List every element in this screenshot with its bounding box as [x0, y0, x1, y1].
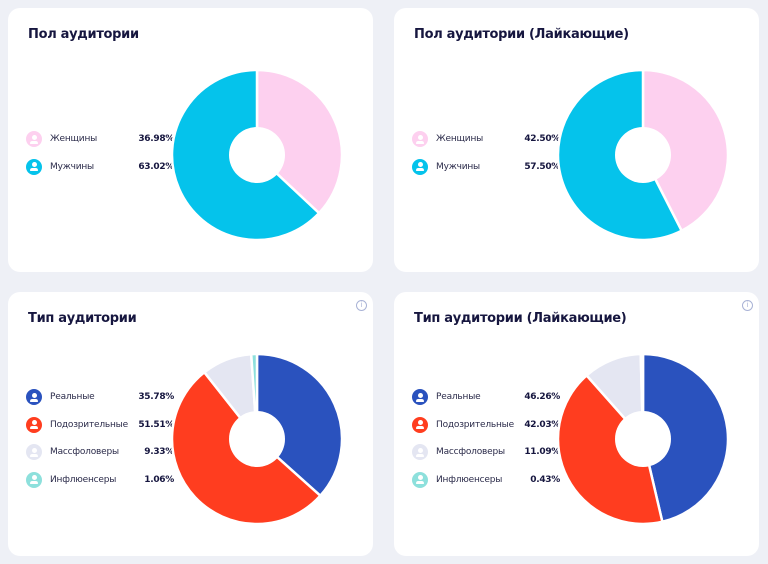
- user-icon: [412, 158, 428, 175]
- chart-title: Тип аудитории: [28, 311, 137, 326]
- legend-label: Мужчины: [50, 161, 94, 172]
- legend-label: Женщины: [50, 134, 98, 144]
- user-icon: [26, 416, 42, 433]
- legend-value: 9.33%: [144, 447, 174, 457]
- pie-slice[interactable]: [255, 68, 344, 215]
- legend-label: Женщины: [436, 134, 484, 144]
- user-icon: [412, 416, 428, 433]
- legend-label: Массфоловеры: [50, 447, 119, 457]
- donut-hole: [229, 127, 285, 183]
- legend-label: Реальные: [436, 392, 481, 402]
- legend-item: Подозрительные 51.51%: [26, 415, 174, 435]
- legend-label: Реальные: [50, 392, 95, 402]
- legend-value: 42.50%: [524, 134, 560, 144]
- donut-hole: [615, 127, 671, 183]
- legend-value: 1.06%: [144, 474, 174, 485]
- legend-label: Инфлюенсеры: [50, 474, 117, 485]
- legend-value: 63.02%: [138, 161, 174, 172]
- chart-card: Тип аудитории i Реальные 35.78% Подозрительн…: [8, 292, 373, 556]
- pie-slice[interactable]: [641, 352, 730, 524]
- user-icon: [412, 389, 428, 405]
- legend-item: Мужчины 57.50%: [412, 157, 560, 177]
- legend-item: Подозрительные 42.03%: [412, 415, 560, 435]
- legend-label: Массфоловеры: [436, 447, 505, 457]
- user-icon: [26, 389, 42, 405]
- legend-item: Мужчины 63.02%: [26, 157, 174, 177]
- legend-item: Инфлюенсеры 0.43%: [412, 470, 560, 490]
- chart-title: Пол аудитории: [28, 27, 139, 42]
- pie-slice[interactable]: [556, 373, 664, 526]
- legend-value: 42.03%: [524, 419, 560, 430]
- legend-item: Реальные 46.26%: [412, 387, 560, 407]
- donut-chart: [556, 352, 730, 526]
- chart-title: Пол аудитории (Лайкающие): [414, 27, 629, 42]
- chart-card: Пол аудитории Женщины 36.98% Мужчины 63.02%: [8, 8, 373, 272]
- donut-chart: [170, 68, 344, 242]
- legend-value: 46.26%: [524, 392, 560, 402]
- donut-hole: [615, 411, 671, 467]
- user-icon: [26, 444, 42, 460]
- legend-label: Подозрительные: [436, 419, 514, 430]
- donut-chart: [556, 68, 730, 242]
- legend-value: 57.50%: [524, 161, 560, 172]
- user-icon: [26, 131, 42, 147]
- legend-item: Женщины 42.50%: [412, 129, 560, 149]
- legend-item: Реальные 35.78%: [26, 387, 174, 407]
- legend-label: Мужчины: [436, 161, 480, 172]
- donut-hole: [229, 411, 285, 467]
- pie-slice[interactable]: [641, 68, 730, 233]
- legend-item: Массфоловеры 9.33%: [26, 442, 174, 462]
- legend-value: 36.98%: [138, 134, 174, 144]
- user-icon: [26, 158, 42, 175]
- legend-item: Инфлюенсеры 1.06%: [26, 470, 174, 490]
- legend-item: Массфоловеры 11.09%: [412, 442, 560, 462]
- legend-value: 35.78%: [138, 392, 174, 402]
- legend-value: 0.43%: [530, 474, 560, 485]
- legend-item: Женщины 36.98%: [26, 129, 174, 149]
- legend-label: Инфлюенсеры: [436, 474, 503, 485]
- donut-chart: [170, 352, 344, 526]
- legend-value: 11.09%: [524, 447, 560, 457]
- user-icon: [412, 131, 428, 147]
- user-icon: [412, 444, 428, 460]
- info-icon[interactable]: i: [356, 300, 367, 311]
- chart-card: Тип аудитории (Лайкающие) i Реальные 46.26%…: [394, 292, 759, 556]
- legend-label: Подозрительные: [50, 419, 128, 430]
- user-icon: [412, 471, 428, 488]
- chart-card: Пол аудитории (Лайкающие) Женщины 42.50% Му…: [394, 8, 759, 272]
- chart-title: Тип аудитории (Лайкающие): [414, 311, 627, 326]
- pie-slice[interactable]: [255, 352, 344, 498]
- user-icon: [26, 471, 42, 488]
- legend-value: 51.51%: [138, 419, 174, 430]
- info-icon[interactable]: i: [742, 300, 753, 311]
